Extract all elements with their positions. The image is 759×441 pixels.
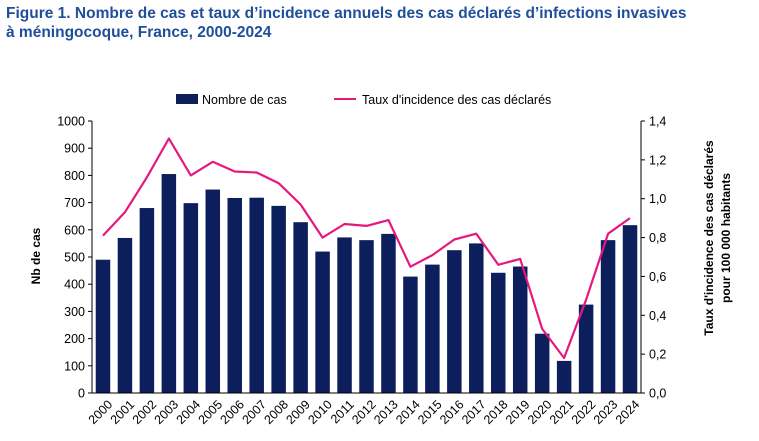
x-tick-label: 2019 bbox=[503, 397, 533, 427]
x-tick-label: 2006 bbox=[218, 397, 248, 427]
legend-swatch-bars bbox=[176, 94, 198, 104]
figure-title-line1: Figure 1. Nombre de cas et taux d’incide… bbox=[6, 5, 687, 22]
bar-2014 bbox=[403, 276, 418, 393]
y-tick-label-left: 600 bbox=[64, 223, 85, 237]
y-tick-label-right: 0,8 bbox=[649, 231, 666, 245]
x-tick-label: 2018 bbox=[481, 397, 511, 427]
incidence-line bbox=[102, 137, 631, 360]
y-tick-label-left: 300 bbox=[64, 305, 85, 319]
y-tick-label-left: 900 bbox=[64, 142, 85, 156]
x-tick-label: 2013 bbox=[371, 397, 401, 427]
y-ticks-left: 0 100 200 300 400 500 600 700 800 900 1000 bbox=[57, 115, 92, 401]
x-tick-label: 2009 bbox=[283, 397, 313, 427]
bar-2013 bbox=[381, 233, 396, 393]
x-tick-label: 2008 bbox=[261, 397, 291, 427]
x-tick-label: 2016 bbox=[437, 397, 467, 427]
bar-2002 bbox=[139, 208, 155, 393]
y-tick-label-left: 100 bbox=[64, 359, 85, 373]
y-axis-title-right-line2: pour 100 000 habitants bbox=[719, 173, 733, 303]
y-tick-label-left: 1000 bbox=[57, 115, 85, 129]
y-tick-label-left: 800 bbox=[64, 169, 85, 183]
bar-2021 bbox=[556, 360, 572, 393]
bar-2009 bbox=[293, 222, 308, 393]
x-tick-label: 2011 bbox=[328, 397, 357, 426]
bar-2024 bbox=[622, 225, 638, 393]
y-tick-label-left: 0 bbox=[78, 387, 85, 401]
x-tick-label: 2003 bbox=[152, 397, 182, 427]
bar-2022 bbox=[578, 304, 594, 393]
y-tick-label-right: 1,0 bbox=[649, 192, 666, 206]
bar-2015 bbox=[425, 264, 440, 393]
y-axis-title-right-line1: Taux d'incidence des cas déclarés bbox=[702, 140, 716, 336]
figure-title-line2: à méningocoque, France, 2000-2024 bbox=[6, 24, 272, 41]
bar-2019 bbox=[512, 266, 528, 393]
bar-2012 bbox=[359, 240, 374, 393]
x-tick-label: 2002 bbox=[130, 397, 160, 427]
bar-2001 bbox=[117, 237, 133, 393]
x-tick-label: 2015 bbox=[415, 397, 445, 427]
y-tick-label-left: 400 bbox=[64, 278, 85, 292]
y-tick-label-right: 0,6 bbox=[649, 270, 666, 284]
figure-title: Figure 1. Nombre de cas et taux d’incide… bbox=[6, 4, 754, 42]
x-tick-label: 2024 bbox=[613, 397, 643, 427]
y-tick-label-right: 1,2 bbox=[649, 153, 666, 167]
y-tick-label-right: 0,2 bbox=[649, 348, 666, 362]
bar-2008 bbox=[271, 205, 286, 393]
x-ticks: 2000200120022003200420052006200720082009… bbox=[86, 397, 643, 427]
bar-2003 bbox=[161, 174, 177, 393]
x-tick-label: 2020 bbox=[525, 397, 555, 427]
x-tick-label: 2000 bbox=[86, 397, 116, 427]
x-tick-label: 2014 bbox=[393, 397, 423, 427]
y-tick-label-left: 700 bbox=[64, 196, 85, 210]
bar-2023 bbox=[600, 240, 616, 393]
x-tick-label: 2004 bbox=[174, 397, 204, 427]
bar-2004 bbox=[183, 203, 199, 393]
bar-2016 bbox=[447, 250, 462, 393]
x-tick-label: 2005 bbox=[196, 397, 226, 427]
y-tick-label-right: 0,0 bbox=[649, 387, 666, 401]
x-tick-label: 2012 bbox=[349, 397, 379, 427]
x-tick-label: 2023 bbox=[591, 397, 621, 427]
x-tick-label: 2001 bbox=[108, 397, 138, 427]
bar-2011 bbox=[337, 237, 352, 393]
y-tick-label-left: 200 bbox=[64, 332, 85, 346]
bar-2020 bbox=[534, 333, 550, 393]
y-tick-label-left: 500 bbox=[64, 251, 85, 265]
legend: Nombre de cas Taux d'incidence des cas d… bbox=[176, 93, 551, 107]
x-tick-label: 2017 bbox=[459, 397, 489, 427]
x-tick-label: 2010 bbox=[305, 397, 335, 427]
y-tick-label-right: 0,4 bbox=[649, 309, 666, 323]
bar-2017 bbox=[469, 243, 484, 393]
bar-2007 bbox=[249, 197, 264, 393]
line-series bbox=[102, 137, 631, 360]
legend-label-line: Taux d'incidence des cas déclarés bbox=[362, 93, 551, 107]
bar-2005 bbox=[205, 189, 221, 393]
legend-label-bars: Nombre de cas bbox=[202, 93, 287, 107]
x-tick-label: 2022 bbox=[569, 397, 599, 427]
y-axis-title-left: Nb de cas bbox=[29, 227, 43, 284]
bar-2006 bbox=[227, 197, 242, 393]
bar-series bbox=[95, 174, 638, 393]
bar-2010 bbox=[315, 251, 330, 393]
x-tick-label: 2021 bbox=[547, 397, 577, 427]
y-ticks-right: 0,0 0,2 0,4 0,6 0,8 1,0 1,2 1,4 bbox=[641, 115, 666, 401]
x-tick-label: 2007 bbox=[239, 397, 269, 427]
bar-2000 bbox=[95, 259, 111, 393]
y-tick-label-right: 1,4 bbox=[649, 115, 666, 129]
bar-2018 bbox=[491, 272, 506, 393]
